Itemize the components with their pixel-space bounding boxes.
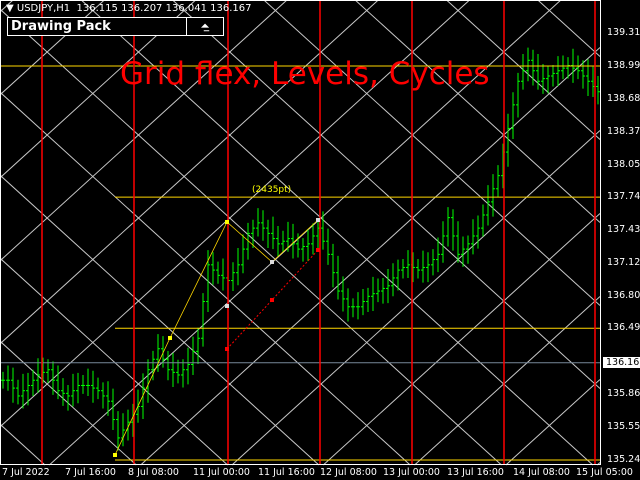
price-tick-label: 137.745 xyxy=(607,191,640,203)
anchor-point xyxy=(113,453,117,457)
time-tick-label: 12 Jul 08:00 xyxy=(320,467,377,478)
grid-diagonal-up xyxy=(0,0,14,13)
grid-diagonal-up xyxy=(322,213,601,466)
price-tick-label: 136.805 xyxy=(607,289,640,301)
time-tick-label: 7 Jul 16:00 xyxy=(65,467,116,478)
grid-diagonal-down xyxy=(537,0,601,57)
anchor-point xyxy=(225,347,229,351)
price-tick-label: 138.055 xyxy=(607,158,640,170)
symbol-label: USDJPY,H1 xyxy=(16,3,71,14)
time-tick-label: 7 Jul 2022 xyxy=(2,467,50,478)
time-tick-label: 15 Jul 05:00 xyxy=(576,467,633,478)
price-tick-label: 138.995 xyxy=(607,60,640,72)
chart-window-icon[interactable]: ⏶̲ xyxy=(186,18,223,35)
grid-diagonal-down xyxy=(263,0,601,306)
overlay-title: Grid flex, Levels, Cycles xyxy=(120,56,490,92)
price-tick-label: 138.680 xyxy=(607,93,640,105)
grid-diagonal-down xyxy=(0,257,228,466)
time-tick-label: 11 Jul 16:00 xyxy=(258,467,315,478)
anchor-point xyxy=(270,260,274,264)
grid-diagonal-up xyxy=(231,130,601,466)
time-tick-label: 14 Jul 08:00 xyxy=(513,467,570,478)
anchor-point xyxy=(225,220,229,224)
grid-diagonal-down xyxy=(80,0,594,466)
measure-label: (2435pt) xyxy=(252,185,292,195)
drawing-pack-panel[interactable]: Drawing Pack ⏶̲ xyxy=(7,17,224,36)
time-tick-label: 11 Jul 00:00 xyxy=(193,467,250,478)
grid-diagonal-down xyxy=(0,423,46,466)
grid-diagonal-down xyxy=(0,174,320,466)
grid-diagonal-up xyxy=(0,0,288,262)
price-tick-label: 137.430 xyxy=(607,224,640,236)
grid-diagonal-up xyxy=(505,379,601,466)
anchor-point xyxy=(225,304,229,308)
chart-frame xyxy=(0,0,601,465)
anchor-point xyxy=(316,248,320,252)
price-tick-label: 135.555 xyxy=(607,420,640,432)
price-tick-label: 135.865 xyxy=(607,388,640,400)
grid-diagonal-down xyxy=(0,91,411,466)
zigzag-line xyxy=(114,219,319,456)
current-price-label: 136.167 xyxy=(603,356,640,368)
grid-diagonal-up xyxy=(140,47,601,466)
anchor-point xyxy=(168,336,172,340)
panel-title: Drawing Pack xyxy=(11,19,111,34)
grid-diagonal-up xyxy=(0,0,379,345)
grid-diagonal-down xyxy=(0,8,502,466)
anchor-point xyxy=(270,298,274,302)
price-tick-label: 136.495 xyxy=(607,322,640,334)
anchor-point xyxy=(316,218,320,222)
grid-diagonal-down xyxy=(354,0,601,223)
grid-diagonal-up xyxy=(0,0,105,96)
time-tick-label: 13 Jul 00:00 xyxy=(383,467,440,478)
price-tick-label: 137.120 xyxy=(607,256,640,268)
time-tick-label: 8 Jul 08:00 xyxy=(128,467,179,478)
price-tick-label: 139.310 xyxy=(607,27,640,38)
price-tick-label: 135.240 xyxy=(607,453,640,465)
time-tick-label: 13 Jul 16:00 xyxy=(447,467,504,478)
ohlc-values: 136.115 136.207 136.041 136.167 xyxy=(76,3,252,14)
grid-diagonal-up xyxy=(0,0,470,428)
grid-diagonal-up xyxy=(414,296,601,466)
projection-line xyxy=(226,249,319,350)
symbol-info: ▼ USDJPY,H1 136.115 136.207 136.041 136.… xyxy=(6,3,252,14)
price-tick-label: 138.370 xyxy=(607,125,640,137)
grid-diagonal-down xyxy=(172,0,601,389)
